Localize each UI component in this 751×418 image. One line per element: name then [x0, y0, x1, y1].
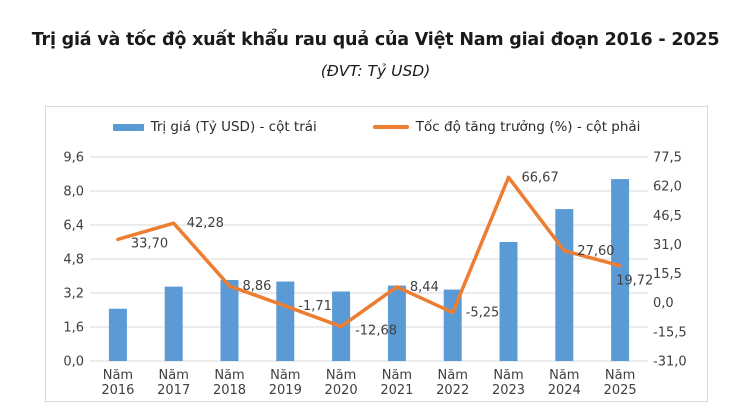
x-axis-label: Năm 2018	[213, 368, 246, 398]
point-label: 42,28	[187, 216, 224, 231]
bar-column	[611, 179, 630, 361]
point-label: -1,71	[298, 299, 332, 314]
chart-subtitle: (ĐVT: Tỷ USD)	[320, 62, 431, 80]
point-label: 8,86	[243, 279, 272, 294]
x-axis-label: Năm 2023	[492, 368, 525, 398]
y-axis-tick-right: 77,5	[653, 151, 682, 166]
y-axis-tick-left: 1,6	[63, 321, 84, 336]
chart-legend: Trị giá (Tỷ USD) - cột trái Tốc độ tăng …	[46, 119, 707, 135]
point-label: 33,70	[131, 236, 168, 251]
point-label: 27,60	[577, 244, 614, 259]
legend-label-line-series: Tốc độ tăng trưởng (%) - cột phải	[415, 119, 641, 135]
growth-line	[116, 175, 622, 329]
bar-column	[387, 285, 406, 361]
y-axis-tick-left: 0,0	[63, 355, 84, 370]
y-axis-tick-right: 62,0	[653, 180, 682, 195]
x-axis-label: Năm 2019	[269, 368, 302, 398]
y-axis-tick-left: 8,0	[63, 185, 84, 200]
y-axis-tick-left: 6,4	[63, 219, 84, 234]
bar-column	[108, 308, 127, 361]
bar-column	[276, 281, 295, 361]
y-axis-tick-left: 3,2	[63, 287, 84, 302]
x-axis-label: Năm 2021	[380, 368, 413, 398]
legend-item-line-series: Tốc độ tăng trưởng (%) - cột phải	[372, 119, 641, 135]
y-axis-tick-right: -31,0	[653, 355, 687, 370]
bar-column	[220, 280, 239, 361]
y-axis-tick-right: 0,0	[653, 296, 674, 311]
y-axis-tick-left: 9,6	[63, 151, 84, 166]
bar-series-swatch-icon	[112, 123, 144, 131]
x-axis-label: Năm 2022	[436, 368, 469, 398]
combo-chart: 0,0 1,6 3,2 4,8 6,4 8,0 9,6 -31,0 -15,5 0,0 15,5 31…	[63, 151, 687, 399]
legend-item-bar-series: Trị giá (Tỷ USD) - cột trái	[112, 119, 317, 135]
y-axis-tick-right: 31,0	[653, 238, 682, 253]
x-axis-label: Năm 2016	[101, 368, 134, 398]
point-label: 8,44	[410, 280, 439, 295]
bar-column	[555, 209, 574, 361]
point-label: 66,67	[522, 170, 559, 185]
point-label: 19,72	[616, 274, 653, 289]
legend-label-bar-series: Trị giá (Tỷ USD) - cột trái	[150, 119, 317, 135]
point-label: -12,68	[355, 324, 397, 339]
bar-column	[443, 289, 462, 361]
x-axis-label: Năm 2025	[604, 368, 637, 398]
line-series-swatch-icon	[372, 125, 409, 129]
chart-card: Trị giá (Tỷ USD) - cột trái Tốc độ tăng …	[45, 106, 708, 402]
y-axis-tick-right: 15,5	[653, 267, 682, 282]
x-axis-label: Năm 2017	[157, 368, 190, 398]
x-axis-label: Năm 2024	[548, 368, 581, 398]
chart-title: Trị giá và tốc độ xuất khẩu rau quả của …	[31, 30, 720, 50]
bar-column	[499, 242, 518, 361]
point-label: -5,25	[466, 306, 500, 321]
y-axis-tick-left: 4,8	[63, 253, 84, 268]
x-axis-label: Năm 2020	[325, 368, 358, 398]
y-axis-tick-right: 46,5	[653, 209, 682, 224]
y-axis-tick-right: -15,5	[653, 325, 687, 340]
bar-column	[164, 286, 183, 361]
